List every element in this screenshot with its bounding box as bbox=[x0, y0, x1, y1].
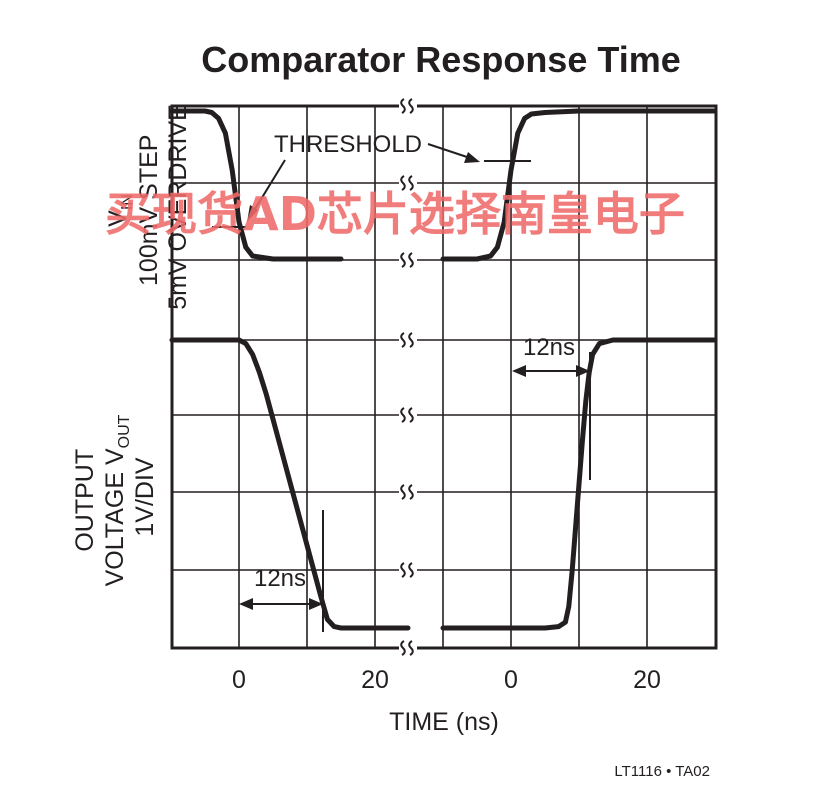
figure-reference: LT1116 • TA02 bbox=[614, 763, 710, 780]
input-ylabel-step: 100mV STEP bbox=[135, 135, 163, 286]
axis-break-markers bbox=[399, 98, 417, 656]
threshold-arrowhead-right bbox=[464, 152, 480, 163]
fall-delay-annotation: 12ns bbox=[239, 510, 324, 632]
break-squiggle-1-0 bbox=[400, 175, 406, 191]
output-ylabel: OUTPUT VOLTAGE VOUT 1V/DIV bbox=[71, 408, 159, 587]
x-tick-left-0: 0 bbox=[232, 666, 246, 694]
break-squiggle-3-1 bbox=[408, 332, 414, 348]
break-squiggle-2-1 bbox=[408, 252, 414, 268]
break-squiggle-3-0 bbox=[400, 332, 406, 348]
rise-delay-label: 12ns bbox=[523, 334, 575, 361]
break-squiggle-6-0 bbox=[400, 562, 406, 578]
output-ylabel-line1: OUTPUT bbox=[71, 449, 99, 552]
input-ylabel-vin: VIN bbox=[104, 194, 136, 227]
break-squiggle-4-1 bbox=[408, 407, 414, 423]
watermark-text: 买现货AD芯片选择南皇电子 bbox=[105, 187, 685, 241]
output-trace-right bbox=[440, 337, 718, 631]
break-squiggle-4-0 bbox=[400, 407, 406, 423]
threshold-leader-left bbox=[251, 159, 286, 215]
rise-delay-arrowhead-right bbox=[576, 365, 590, 377]
fall-delay-label: 12ns bbox=[254, 565, 306, 592]
output-ylabel-line2: VOLTAGE VOUT bbox=[101, 414, 133, 586]
break-squiggle-2-0 bbox=[400, 252, 406, 268]
break-squiggle-5-0 bbox=[400, 484, 406, 500]
x-tick-left-20: 20 bbox=[361, 666, 389, 694]
break-squiggle-6-1 bbox=[408, 562, 414, 578]
break-squiggle-1-1 bbox=[408, 175, 414, 191]
x-tick-right-20: 20 bbox=[633, 666, 661, 694]
threshold-arrowhead-left bbox=[247, 205, 258, 222]
input-ylabel-overdrive: 5mV OVERDRIVE bbox=[164, 104, 192, 310]
input-trace-right bbox=[440, 108, 718, 262]
threshold-label: THRESHOLD bbox=[274, 131, 422, 158]
break-squiggle-0-0 bbox=[400, 98, 406, 114]
output-trace-left bbox=[169, 337, 411, 631]
chart-title: Comparator Response Time bbox=[201, 39, 680, 80]
threshold-leader-right bbox=[427, 143, 471, 159]
fall-delay-arrowhead-right bbox=[309, 598, 323, 610]
waveform-traces bbox=[169, 108, 718, 631]
rise-delay-arrowhead-left bbox=[512, 365, 526, 377]
x-axis-label: TIME (ns) bbox=[389, 708, 499, 736]
break-squiggle-5-1 bbox=[408, 484, 414, 500]
break-squiggle-0-1 bbox=[408, 98, 414, 114]
output-ylabel-line3: 1V/DIV bbox=[131, 457, 159, 537]
input-trace-left bbox=[169, 108, 344, 262]
rise-delay-annotation: 12ns bbox=[512, 334, 591, 480]
x-tick-right-0: 0 bbox=[504, 666, 518, 694]
fall-delay-arrowhead-left bbox=[239, 598, 253, 610]
threshold-annotation: THRESHOLD bbox=[212, 131, 531, 228]
break-squiggle-7-1 bbox=[408, 640, 414, 656]
input-ylabel: VIN 100mV STEP 5mV OVERDRIVE bbox=[104, 104, 192, 310]
plot-frame bbox=[170, 104, 718, 650]
break-squiggle-7-0 bbox=[400, 640, 406, 656]
